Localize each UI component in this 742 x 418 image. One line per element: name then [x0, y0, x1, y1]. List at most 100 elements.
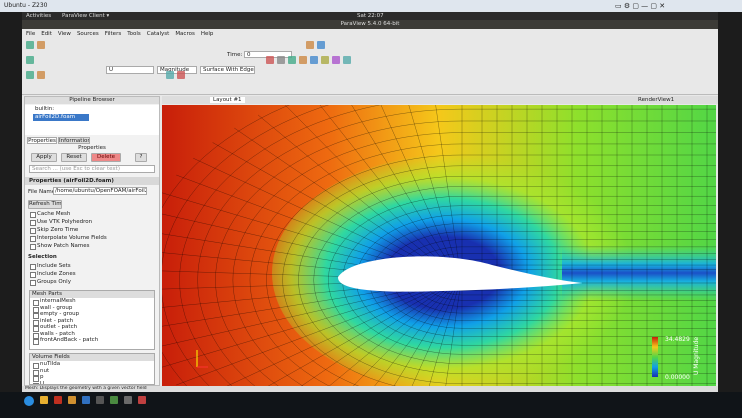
taskbar-icon[interactable] — [54, 396, 62, 404]
mesh-line — [351, 105, 455, 273]
app-menu[interactable]: ParaView Client ▾ — [62, 13, 110, 19]
option-checkbox[interactable]: Interpolate Volume Fields — [27, 234, 157, 242]
menu-item[interactable]: File — [26, 31, 36, 37]
start-button[interactable] — [24, 396, 34, 406]
taskbar-icons — [40, 396, 160, 408]
toolbar-button[interactable] — [37, 41, 45, 49]
taskbar-icon[interactable] — [82, 396, 90, 404]
toolbar-button[interactable] — [266, 56, 274, 64]
menu-item[interactable]: Tools — [127, 31, 141, 37]
activities[interactable]: Activities — [26, 13, 52, 19]
mesh-line — [232, 132, 716, 386]
mesh-part-checkbox[interactable]: walls - patch — [30, 331, 154, 338]
menu-item[interactable]: Filters — [104, 31, 122, 37]
mesh-part-checkbox[interactable]: outlet - patch — [30, 324, 154, 332]
mesh-line — [176, 283, 445, 386]
option-checkbox[interactable]: Cache Mesh — [27, 210, 157, 218]
selection: Include Sets Include Zones Groups Only — [27, 262, 157, 286]
mesh-parts: Mesh Parts internalMesh wall - group empty… — [29, 290, 155, 350]
layout-tab[interactable]: Layout #1 — [210, 97, 245, 103]
options: Cache Mesh Use VTK Polyhedron Skip Zero Ti… — [27, 210, 157, 250]
paraview-window: ParaView 5.4.0 64-bit File Edit View Source… — [22, 20, 718, 392]
help-button[interactable]: ? — [135, 153, 147, 162]
selection-checkbox[interactable]: Groups Only — [27, 278, 157, 286]
mesh-line — [319, 105, 454, 274]
mesh-line — [234, 127, 449, 275]
mesh-line — [162, 282, 444, 347]
menu-item[interactable]: Catalyst — [146, 31, 170, 37]
window-title: ParaView 5.4.0 64-bit — [22, 20, 718, 29]
mesh-part-checkbox[interactable]: empty - group — [30, 311, 154, 319]
option-checkbox[interactable]: Skip Zero Time — [27, 226, 157, 234]
taskbar-icon[interactable] — [124, 396, 132, 404]
taskbar — [0, 392, 742, 418]
mesh-part-checkbox[interactable]: frontAndBack - patch — [30, 337, 154, 345]
menu-item[interactable]: Sources — [76, 31, 99, 37]
taskbar-icon[interactable] — [40, 396, 48, 404]
toolbar-button[interactable] — [26, 71, 34, 79]
mesh-part-checkbox[interactable]: internalMesh — [30, 298, 154, 306]
toolbar-button[interactable] — [332, 56, 340, 64]
selection-checkbox[interactable]: Include Sets — [27, 262, 157, 270]
option-checkbox[interactable]: Use VTK Polyhedron — [27, 218, 157, 226]
taskbar-icon[interactable] — [96, 396, 104, 404]
menu-item[interactable]: Edit — [41, 31, 52, 37]
option-checkbox[interactable]: Show Patch Names — [27, 242, 157, 250]
toolbar-button[interactable] — [26, 41, 34, 49]
taskbar-icon[interactable] — [110, 396, 118, 404]
toolbar-button[interactable] — [177, 71, 185, 79]
variable-select[interactable]: U — [106, 66, 154, 74]
selection-title: Selection — [28, 254, 57, 260]
volume-fields-title: Volume Fields — [30, 354, 154, 361]
volume-field-checkbox[interactable]: nut — [30, 368, 154, 375]
mesh-line — [298, 175, 716, 385]
tab[interactable]: Properties — [27, 137, 57, 144]
menu-item[interactable]: Macros — [175, 31, 195, 37]
apply-button[interactable]: Apply — [31, 153, 57, 162]
volume-fields: Volume Fields nuTilda nut p U — [29, 353, 155, 385]
toolbar-button[interactable] — [321, 56, 329, 64]
pipeline-item[interactable]: airFoil2D.foam — [33, 114, 89, 121]
volume-field-checkbox[interactable]: nuTilda — [30, 361, 154, 369]
toolbar-button[interactable] — [343, 56, 351, 64]
menu-item[interactable]: Help — [200, 31, 214, 37]
file-name-field[interactable]: /home/ubuntu/OpenFOAM/airFoil2D.foam — [53, 187, 147, 195]
reset-button[interactable]: Reset — [61, 153, 87, 162]
mesh-part-checkbox[interactable]: wall - group — [30, 305, 154, 312]
representation-select[interactable]: Surface With Edges — [200, 66, 255, 74]
toolbar-button[interactable] — [166, 71, 174, 79]
refresh-button[interactable]: Refresh Times — [28, 200, 62, 209]
clock: Sat 22:07 — [357, 13, 384, 19]
volume-field-checkbox[interactable]: U — [30, 381, 154, 384]
toolbar-button[interactable] — [26, 56, 34, 64]
vm-controls[interactable]: ▭ ⚙ ▢ — ▢ ✕ — [615, 2, 666, 10]
pipeline-item[interactable]: builtin: — [35, 106, 55, 112]
color-bar — [652, 337, 658, 377]
toolbar-button[interactable] — [310, 56, 318, 64]
mesh-part-checkbox[interactable]: inlet - patch — [30, 318, 154, 325]
properties-header: Properties — [78, 145, 106, 151]
field-wake — [562, 245, 716, 301]
tab[interactable]: Information — [58, 137, 90, 144]
view-header: Layout #1 RenderView1 — [162, 96, 718, 104]
delete-button[interactable]: Delete — [91, 153, 121, 162]
taskbar-icon[interactable] — [138, 396, 146, 404]
selection-checkbox[interactable]: Include Zones — [27, 270, 157, 278]
toolbar-button[interactable] — [37, 71, 45, 79]
volume-field-checkbox[interactable]: p — [30, 374, 154, 382]
mesh-line — [301, 285, 449, 386]
legend-title: U Magnitude — [693, 337, 700, 375]
mesh-line — [328, 286, 450, 386]
toolbar-button[interactable] — [317, 41, 325, 49]
toolbar-button[interactable] — [299, 56, 307, 64]
mesh-line — [257, 114, 450, 274]
mesh-line — [408, 105, 459, 273]
vm-title: Ubuntu - Z230 — [4, 2, 48, 9]
mesh-line — [374, 286, 454, 386]
toolbar-button[interactable] — [306, 41, 314, 49]
menu-item[interactable]: View — [57, 31, 71, 37]
toolbar-button[interactable] — [288, 56, 296, 64]
taskbar-icon[interactable] — [68, 396, 76, 404]
toolbar-button[interactable] — [277, 56, 285, 64]
search-field[interactable]: Search ... (use Esc to clear text) — [29, 165, 155, 173]
